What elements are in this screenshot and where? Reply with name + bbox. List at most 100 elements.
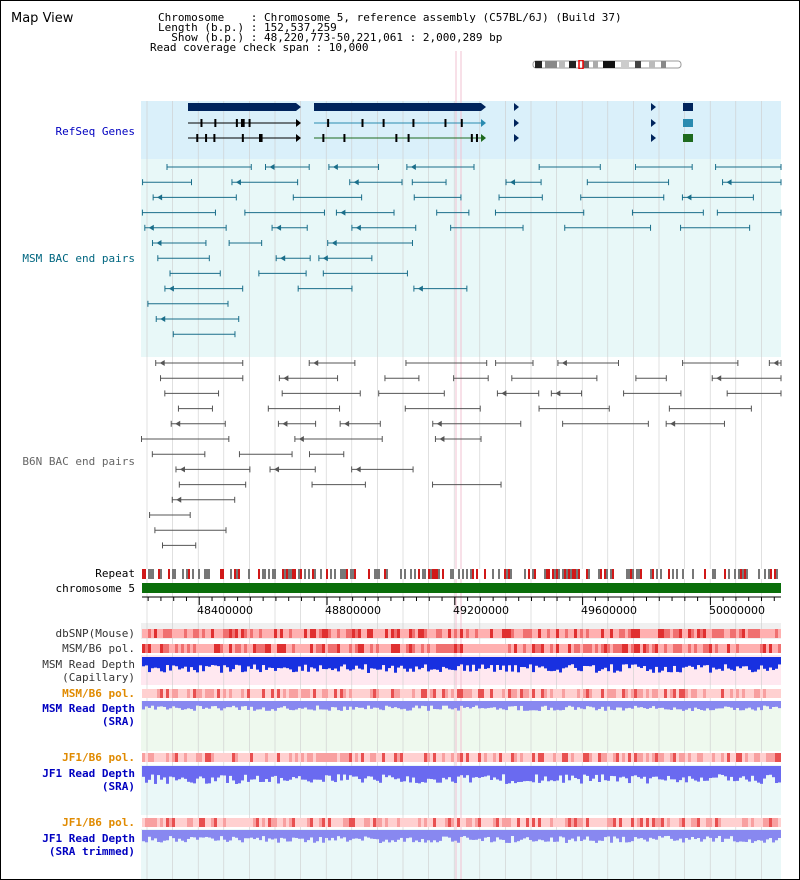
polymorphism-density-cell	[256, 689, 259, 698]
polymorphism-density-cell	[379, 644, 382, 653]
polymorphism-density-cell	[652, 753, 655, 762]
msm-bac-end-pairs-label[interactable]: MSM BAC end pairs	[22, 252, 135, 265]
read-depth-bar	[448, 830, 451, 838]
read-depth-bar	[325, 830, 328, 838]
polymorphism-density-cell	[640, 644, 643, 653]
polymorphism-density-cell	[220, 644, 223, 653]
msm-read-depth-sra-label[interactable]: MSM Read Depth	[42, 702, 135, 715]
read-depth-bar	[640, 830, 643, 839]
read-depth-bar	[547, 830, 550, 842]
repeat-feature	[566, 569, 568, 579]
polymorphism-density-cell	[607, 689, 610, 698]
polymorphism-density-cell	[607, 818, 610, 827]
polymorphism-density-cell	[262, 644, 265, 653]
read-depth-bar	[397, 701, 400, 709]
gene-feature	[683, 103, 693, 111]
jf1-b6-pol-label[interactable]: JF1/B6 pol.	[62, 751, 135, 764]
polymorphism-density-cell	[742, 753, 745, 762]
polymorphism-density-cell	[277, 689, 280, 698]
polymorphism-density-cell	[250, 644, 253, 653]
gene-exon	[395, 134, 398, 142]
repeat-feature	[692, 569, 694, 579]
polymorphism-density-cell	[169, 629, 172, 638]
polymorphism-density-cell	[163, 753, 166, 762]
read-depth-bar	[739, 766, 742, 778]
chromosome-ideogram[interactable]	[531, 54, 683, 70]
polymorphism-density-cell	[634, 818, 637, 827]
polymorphism-density-cell	[307, 753, 310, 762]
gene-exon	[407, 134, 410, 142]
read-depth-bar	[508, 830, 511, 843]
read-depth-bar	[400, 657, 403, 666]
gene-strand-arrow	[481, 119, 486, 127]
read-depth-bar	[526, 766, 529, 782]
repeat-feature	[564, 569, 566, 579]
repeat-feature	[378, 569, 380, 579]
dbsnp-label[interactable]: dbSNP(Mouse)	[55, 627, 135, 640]
read-depth-bar	[724, 830, 727, 839]
repeat-feature	[272, 569, 274, 579]
polymorphism-density-cell	[214, 644, 217, 653]
read-depth-bar	[655, 657, 658, 667]
read-depth-bar	[244, 830, 247, 839]
read-depth-bar	[205, 657, 208, 667]
read-depth-bar	[256, 766, 259, 776]
polymorphism-density-cell	[301, 644, 304, 653]
polymorphism-density-cell	[463, 818, 466, 827]
bac-orientation-arrow	[298, 436, 304, 442]
read-depth-bar	[280, 830, 283, 838]
polymorphism-density-cell	[400, 818, 403, 827]
read-depth-bar	[580, 657, 583, 672]
chromosome-label[interactable]: chromosome 5	[55, 582, 135, 595]
msm-b6-pol-label[interactable]: MSM/B6 pol.	[62, 642, 135, 655]
bac-orientation-arrow	[686, 194, 692, 201]
read-depth-bar	[559, 701, 562, 711]
b6n-bac-end-pairs-label[interactable]: B6N BAC end pairs	[22, 455, 135, 468]
polymorphism-density-cell	[166, 689, 169, 698]
read-depth-bar	[319, 766, 322, 780]
read-depth-bar	[739, 830, 742, 842]
polymorphism-density-cell	[538, 689, 541, 698]
polymorphism-density-cell	[235, 644, 238, 653]
repeat-label[interactable]: Repeat	[95, 567, 135, 580]
polymorphism-density-cell	[217, 689, 220, 698]
repeat-feature	[386, 569, 388, 579]
read-depth-bar	[577, 830, 580, 837]
jf1-read-depth-trimmed-label[interactable]: JF1 Read Depth	[42, 832, 135, 845]
refseq-genes-label[interactable]: RefSeq Genes	[55, 125, 135, 138]
polymorphism-density-cell	[274, 644, 277, 653]
jf1-b6-pol-trimmed-label[interactable]: JF1/B6 pol.	[62, 816, 135, 829]
read-depth-bar	[427, 701, 430, 711]
polymorphism-density-cell	[208, 818, 211, 827]
read-depth-bar	[286, 766, 289, 781]
polymorphism-density-cell	[760, 818, 763, 827]
msm-read-depth-capillary-label[interactable]: MSM Read Depth	[42, 658, 135, 671]
read-depth-bar	[370, 657, 373, 669]
read-depth-bar	[337, 701, 340, 711]
read-depth-bar	[388, 830, 391, 843]
msm-b6-pol-sra-label[interactable]: MSM/B6 pol.	[62, 687, 135, 700]
read-depth-bar	[580, 766, 583, 784]
polymorphism-density-cell	[559, 629, 562, 638]
polymorphism-density-cell	[661, 753, 664, 762]
polymorphism-density-cell	[613, 818, 616, 827]
read-depth-bar	[403, 766, 406, 782]
read-depth-bar	[451, 701, 454, 710]
polymorphism-density-cell	[370, 753, 373, 762]
polymorphism-density-cell	[331, 689, 334, 698]
repeat-feature	[452, 569, 454, 579]
polymorphism-density-cell	[283, 644, 286, 653]
jf1-read-depth-sra-label[interactable]: JF1 Read Depth	[42, 767, 135, 780]
polymorphism-density-cell	[727, 629, 730, 638]
polymorphism-density-cell	[313, 689, 316, 698]
read-depth-bar	[763, 830, 766, 843]
polymorphism-density-cell	[772, 818, 775, 827]
polymorphism-density-cell	[286, 644, 289, 653]
read-depth-bar	[547, 766, 550, 782]
read-depth-bar	[583, 701, 586, 710]
read-depth-bar	[775, 701, 778, 707]
polymorphism-density-cell	[397, 689, 400, 698]
polymorphism-density-cell	[226, 629, 229, 638]
read-depth-bar	[517, 657, 520, 673]
